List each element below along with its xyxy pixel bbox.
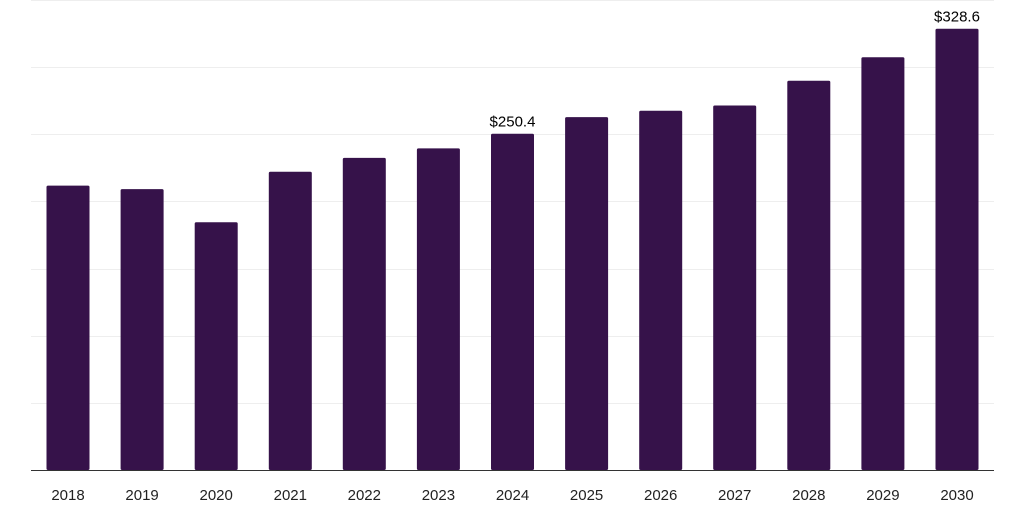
x-tick-label-2024: 2024 — [496, 487, 529, 504]
x-tick-label-2020: 2020 — [200, 487, 233, 504]
bar-2023[interactable] — [416, 148, 460, 470]
x-tick-label-2023: 2023 — [422, 487, 455, 504]
bar-2027[interactable] — [713, 105, 757, 471]
x-tick-label-2022: 2022 — [348, 487, 381, 504]
x-tick-label-2018: 2018 — [51, 487, 84, 504]
x-tick-label-2025: 2025 — [570, 487, 603, 504]
bar-2021[interactable] — [268, 171, 312, 471]
bar-2020[interactable] — [194, 222, 238, 470]
bar-2029[interactable] — [861, 57, 905, 471]
bars — [46, 28, 979, 471]
x-tick-label-2029: 2029 — [866, 487, 899, 504]
bar-2024[interactable] — [491, 133, 534, 470]
x-tick-label-2021: 2021 — [274, 487, 307, 504]
x-tick-label-2027: 2027 — [718, 487, 751, 504]
data-labels: $250.4 $328.6 — [490, 9, 980, 131]
x-tick-label-2019: 2019 — [125, 487, 158, 504]
x-tick-label-2026: 2026 — [644, 487, 677, 504]
bar-2022[interactable] — [342, 157, 386, 470]
x-tick-label-2028: 2028 — [792, 487, 825, 504]
bar-2018[interactable] — [46, 185, 90, 470]
bar-2019[interactable] — [120, 189, 164, 470]
data-label-2024: $250.4 — [490, 114, 536, 131]
data-label-2030: $328.6 — [934, 9, 980, 26]
x-tick-labels: 2018 2019 2020 2021 2022 2023 2024 2025 2026 2027… — [51, 487, 973, 504]
bar-2028[interactable] — [787, 80, 831, 471]
bar-2026[interactable] — [639, 110, 683, 471]
bar-2025[interactable] — [565, 117, 609, 470]
x-tick-label-2030: 2030 — [940, 487, 973, 504]
bar-2030[interactable] — [935, 28, 979, 470]
